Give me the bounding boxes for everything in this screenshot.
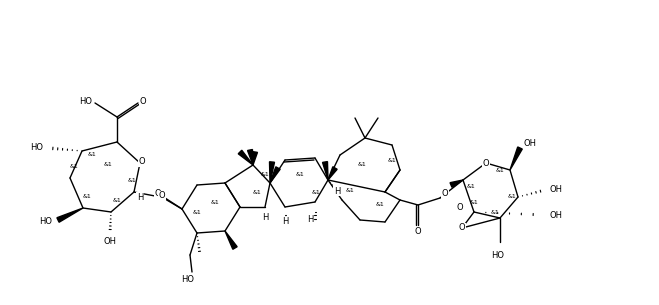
Polygon shape <box>270 162 275 183</box>
Text: &1: &1 <box>103 163 113 167</box>
Text: OH: OH <box>550 185 563 195</box>
Text: O: O <box>482 159 490 167</box>
Text: &1: &1 <box>82 195 92 199</box>
Text: HO: HO <box>79 96 92 106</box>
Text: OH: OH <box>103 238 117 246</box>
Text: H: H <box>307 216 313 224</box>
Text: O: O <box>138 157 146 167</box>
Polygon shape <box>239 150 253 165</box>
Text: HO: HO <box>181 275 194 285</box>
Text: &1: &1 <box>252 189 262 195</box>
Text: O: O <box>442 189 448 199</box>
Text: &1: &1 <box>490 210 500 214</box>
Text: O: O <box>155 188 161 198</box>
Text: O: O <box>457 203 463 211</box>
Text: &1: &1 <box>113 198 121 203</box>
Text: H: H <box>137 192 143 202</box>
Polygon shape <box>248 149 253 165</box>
Text: &1: &1 <box>211 199 219 204</box>
Text: &1: &1 <box>467 184 475 188</box>
Text: H: H <box>334 186 340 196</box>
Text: &1: &1 <box>345 188 355 192</box>
Text: OH: OH <box>550 210 563 220</box>
Text: &1: &1 <box>88 152 96 157</box>
Text: HO: HO <box>492 250 505 260</box>
Polygon shape <box>328 167 337 180</box>
Text: O: O <box>415 228 421 236</box>
Text: O: O <box>459 224 465 232</box>
Polygon shape <box>252 152 258 165</box>
Text: HO: HO <box>39 217 52 227</box>
Polygon shape <box>57 208 83 222</box>
Text: OH: OH <box>523 139 536 149</box>
Polygon shape <box>450 180 463 187</box>
Polygon shape <box>270 167 280 183</box>
Text: &1: &1 <box>496 168 504 174</box>
Text: &1: &1 <box>192 210 202 216</box>
Text: &1: &1 <box>387 157 396 163</box>
Text: &1: &1 <box>358 163 366 167</box>
Text: &1: &1 <box>376 203 384 207</box>
Text: &1: &1 <box>470 199 478 204</box>
Text: O: O <box>140 96 146 106</box>
Text: &1: &1 <box>296 173 304 178</box>
Text: HO: HO <box>30 143 43 152</box>
Text: &1: &1 <box>128 178 136 182</box>
Text: &1: &1 <box>70 164 78 170</box>
Text: H: H <box>282 217 288 227</box>
Text: O: O <box>159 192 165 200</box>
Polygon shape <box>225 231 237 249</box>
Text: &1: &1 <box>507 193 517 199</box>
Polygon shape <box>510 147 523 170</box>
Polygon shape <box>322 162 328 180</box>
Text: H: H <box>262 214 268 223</box>
Text: &1: &1 <box>260 173 270 178</box>
Text: &1: &1 <box>312 189 320 195</box>
